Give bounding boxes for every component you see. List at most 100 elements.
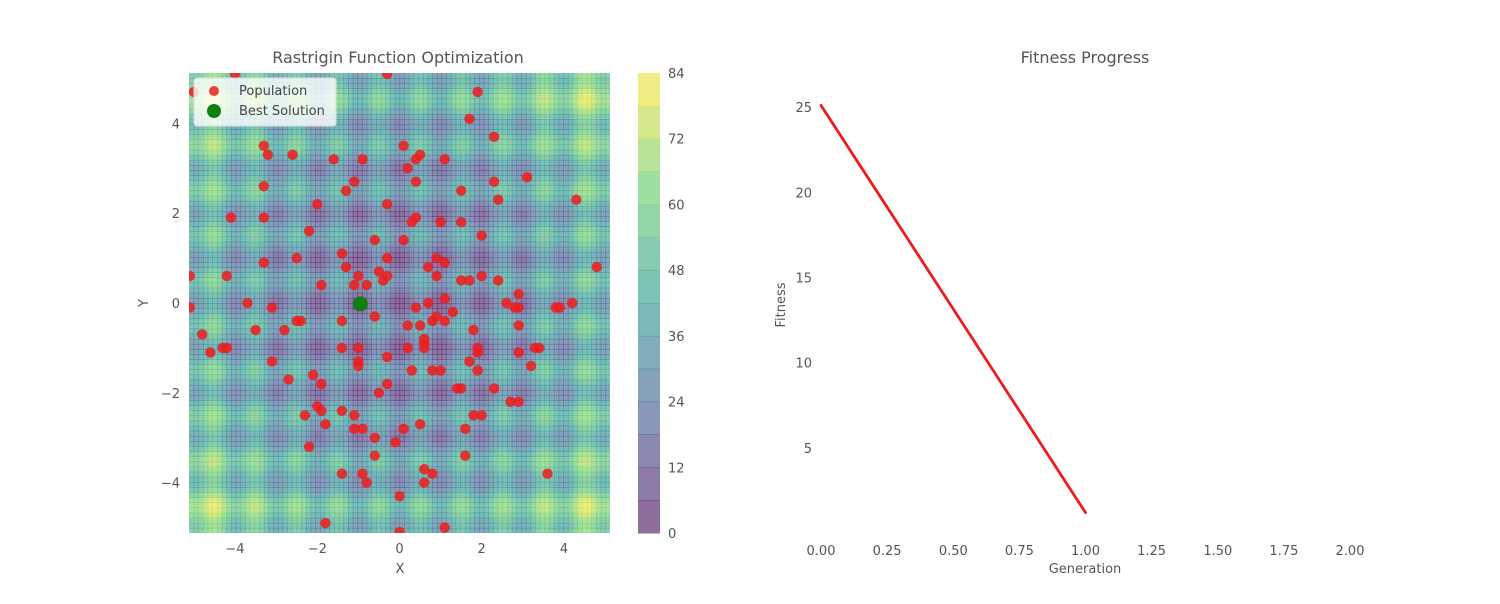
population-point <box>472 365 482 375</box>
population-point <box>514 397 524 407</box>
population-point <box>403 320 413 330</box>
population-point <box>337 248 347 258</box>
left-x-tick-label: 2 <box>478 542 486 557</box>
population-point <box>349 410 359 420</box>
population-point <box>382 69 392 79</box>
population-point <box>185 302 195 312</box>
population-point <box>361 478 371 488</box>
population-point <box>472 87 482 97</box>
population-point <box>398 141 408 151</box>
right-x-tick-label: 1.50 <box>1203 544 1232 559</box>
population-point <box>419 343 429 353</box>
population-point <box>419 478 429 488</box>
population-point <box>542 469 552 479</box>
population-point <box>357 424 367 434</box>
colorbar <box>638 73 660 534</box>
population-point <box>353 343 363 353</box>
legend-label-best-solution: Best Solution <box>239 104 325 119</box>
right-chart-title: Fitness Progress <box>1021 48 1150 67</box>
population-point <box>259 141 269 151</box>
population-point <box>226 212 236 222</box>
right-y-tick-label: 25 <box>795 101 812 116</box>
population-point <box>259 181 269 191</box>
right-x-axis-label: Generation <box>1049 562 1122 577</box>
population-point <box>259 212 269 222</box>
population-point <box>431 271 441 281</box>
population-point <box>361 280 371 290</box>
population-point <box>394 491 404 501</box>
population-point <box>337 343 347 353</box>
population-point <box>477 230 487 240</box>
population-point <box>267 302 277 312</box>
population-point <box>435 365 445 375</box>
population-point <box>378 275 388 285</box>
population-point <box>464 114 474 124</box>
population-point <box>427 469 437 479</box>
population-point <box>222 343 232 353</box>
population-point <box>316 406 326 416</box>
fitness-line <box>821 105 1086 512</box>
right-x-tick-label: 1.75 <box>1269 544 1298 559</box>
population-point <box>555 302 565 312</box>
left-y-axis-label: Y <box>137 299 152 308</box>
right-y-tick-label: 20 <box>795 186 812 201</box>
population-point <box>440 316 450 326</box>
population-point <box>341 186 351 196</box>
population-point <box>337 406 347 416</box>
colorbar-tick-label: 72 <box>668 133 685 148</box>
population-point <box>304 442 314 452</box>
colorbar-tick-label: 48 <box>668 264 685 279</box>
population-point <box>423 298 433 308</box>
colorbar-tick-label: 36 <box>668 330 685 345</box>
population-point <box>435 217 445 227</box>
population-point <box>300 410 310 420</box>
population-point <box>279 325 289 335</box>
legend-label-population: Population <box>239 84 307 99</box>
population-point <box>448 307 458 317</box>
population-point <box>415 419 425 429</box>
population-point <box>411 177 421 187</box>
population-point <box>349 280 359 290</box>
colorbar-tick-label: 60 <box>668 198 685 213</box>
population-point <box>477 271 487 281</box>
population-point <box>514 347 524 357</box>
right-y-tick-label: 15 <box>795 271 812 286</box>
population-point <box>415 320 425 330</box>
population-point <box>407 217 417 227</box>
population-point <box>242 298 252 308</box>
legend: Population Best Solution <box>194 78 336 126</box>
population-point <box>440 257 450 267</box>
population-point <box>411 302 421 312</box>
population-point <box>514 320 524 330</box>
population-point <box>197 329 207 339</box>
population-point <box>440 293 450 303</box>
population-point <box>571 195 581 205</box>
population-point <box>440 522 450 532</box>
population-point <box>398 235 408 245</box>
left-x-tick-label: 0 <box>395 542 403 557</box>
population-point <box>267 356 277 366</box>
population-point <box>374 388 384 398</box>
population-point <box>320 419 330 429</box>
population-point <box>222 271 232 281</box>
population-point <box>468 325 478 335</box>
population-point <box>353 271 363 281</box>
fitness-series <box>821 105 1086 512</box>
population-point <box>259 257 269 267</box>
population-point <box>403 163 413 173</box>
colorbar-tick-label: 12 <box>668 461 685 476</box>
right-x-tick-label: 0.75 <box>1005 544 1034 559</box>
population-point <box>411 154 421 164</box>
population-point <box>316 280 326 290</box>
left-y-tick-label: 4 <box>172 117 180 132</box>
population-point <box>526 361 536 371</box>
population-point <box>337 469 347 479</box>
population-point <box>394 527 404 537</box>
population-point <box>456 186 466 196</box>
left-y-tick-label: 2 <box>172 207 180 222</box>
population-point <box>283 374 293 384</box>
